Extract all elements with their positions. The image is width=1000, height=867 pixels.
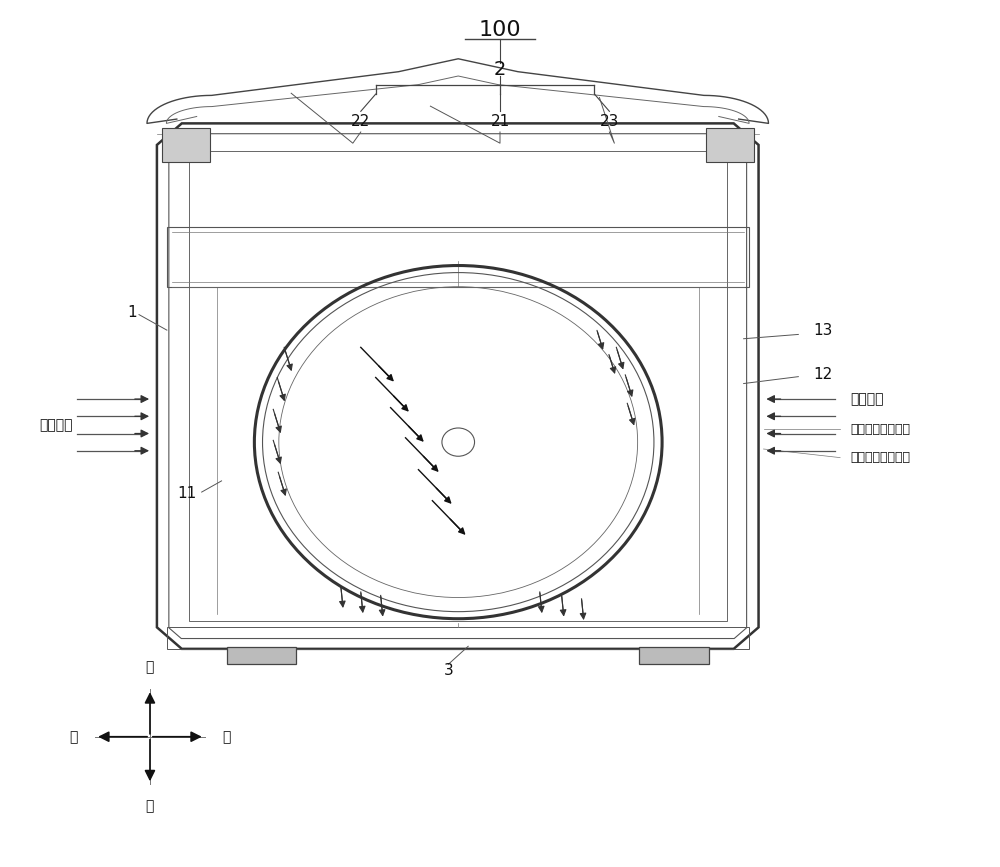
Text: 进气方向: 进气方向 xyxy=(39,418,72,432)
Text: 后: 后 xyxy=(146,660,154,674)
Text: 100: 100 xyxy=(479,20,521,41)
Bar xyxy=(162,127,210,162)
Text: 前: 前 xyxy=(146,799,154,813)
Text: 12: 12 xyxy=(814,368,833,382)
Text: 21: 21 xyxy=(490,114,510,129)
Text: 低压空气出气方向: 低压空气出气方向 xyxy=(850,423,910,436)
Text: 进气方向: 进气方向 xyxy=(850,392,884,406)
Bar xyxy=(167,628,749,649)
Text: 23: 23 xyxy=(600,114,619,129)
Text: 左: 左 xyxy=(69,730,77,744)
Text: 1: 1 xyxy=(127,305,137,321)
Text: 11: 11 xyxy=(177,486,196,501)
Bar xyxy=(227,647,296,664)
Text: 高压空气出气方向: 高压空气出气方向 xyxy=(850,451,910,464)
Text: 22: 22 xyxy=(351,114,370,129)
Text: 13: 13 xyxy=(814,323,833,337)
Text: 2: 2 xyxy=(494,61,506,80)
Bar xyxy=(167,227,749,287)
Bar xyxy=(706,127,754,162)
Text: 右: 右 xyxy=(223,730,231,744)
Text: 3: 3 xyxy=(443,663,453,678)
Bar xyxy=(639,647,709,664)
